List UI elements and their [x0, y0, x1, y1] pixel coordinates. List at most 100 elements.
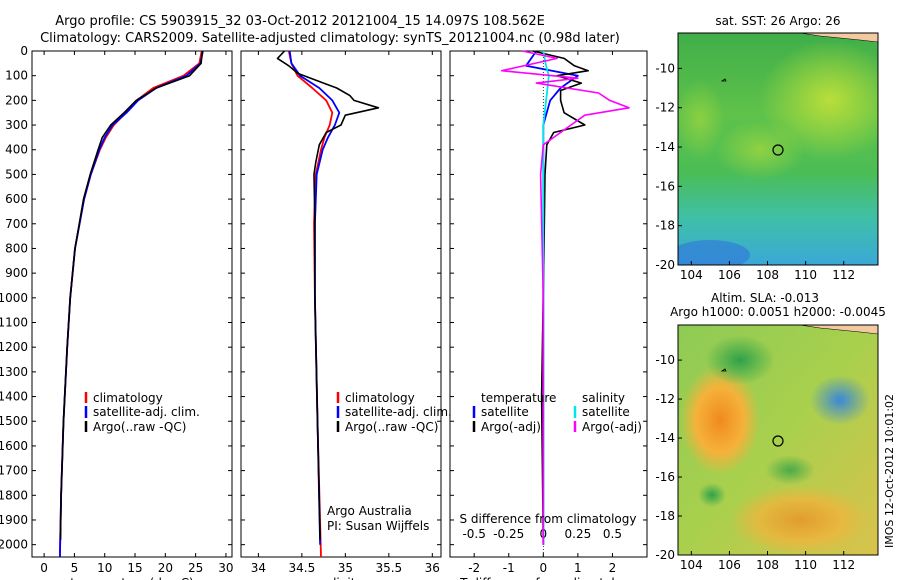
temperature-panel: 0100200300400500600700800900100011001200…	[0, 44, 234, 580]
y-tick-label: 1300	[0, 365, 28, 379]
map-x-tick-label: 112	[832, 558, 855, 572]
sst-warm-patch	[678, 80, 725, 160]
top-x-tick-label: -0.5	[462, 527, 485, 541]
y-tick-label: 100	[5, 69, 28, 83]
y-tick-label: 1500	[0, 414, 28, 428]
x-tick-label: 35.5	[375, 561, 402, 575]
series-line	[532, 50, 590, 545]
y-tick-label: 800	[5, 241, 28, 255]
map-x-tick-label: 104	[680, 558, 703, 572]
coastline-land	[799, 325, 878, 335]
map-x-tick-label: 110	[794, 558, 817, 572]
float-track-mark	[720, 78, 727, 82]
y-tick-label: 700	[5, 217, 28, 231]
legend-title-salinity: salinity	[582, 391, 625, 405]
plot-frame	[449, 50, 648, 558]
top-x-tick-label: 0.25	[565, 527, 592, 541]
difference-legend: temperature satellite Argo(-adj) salinit…	[460, 391, 642, 526]
map-x-tick-label: 108	[756, 558, 779, 572]
top-x-tick-label: 0.5	[603, 527, 622, 541]
salinity-legend: climatology satellite-adj. clim. Argo(..…	[327, 391, 452, 533]
sla-map-frame	[677, 324, 879, 556]
y-tick-label: 1100	[0, 316, 28, 330]
x-tick-label: -2	[468, 561, 480, 575]
annotation-argo-australia: Argo Australia	[327, 504, 412, 518]
map-y-tick-label: -12	[655, 101, 675, 115]
map-x-tick-label: 110	[794, 268, 817, 282]
map-x-tick-label: 104	[680, 268, 703, 282]
map-title-sst: sat. SST: 26 Argo: 26	[715, 14, 840, 28]
legend-label-argo: Argo(..raw -QC)	[93, 420, 186, 434]
y-tick-label: 1600	[0, 439, 28, 453]
y-tick-label: 1900	[0, 513, 28, 527]
x-tick-label: 10	[97, 561, 112, 575]
series-line	[500, 50, 630, 545]
legend-label-satellite: satellite-adj. clim.	[345, 405, 452, 419]
legend-label-climatology: climatology	[345, 391, 415, 405]
x-tick-label: 34	[251, 561, 266, 575]
map-y-tick-label: -12	[655, 392, 675, 406]
plot-frame	[240, 50, 442, 558]
header-line1: Argo profile: CS 5903915_32 03-Oct-2012 …	[55, 14, 545, 29]
x-tick-label: 30	[218, 561, 233, 575]
map-y-tick-label: -20	[655, 548, 675, 562]
x-axis-label: T difference from climatology	[459, 576, 637, 580]
salinity-panel: 34 34.5 35 35.5 36 salinity	[240, 50, 442, 580]
sst-map-frame	[677, 32, 879, 266]
y-tick-label: 300	[5, 118, 28, 132]
y-tick-label: 400	[5, 143, 28, 157]
coastline-land	[799, 33, 878, 43]
map-x-tick-label: 108	[756, 268, 779, 282]
y-tick-label: 600	[5, 192, 28, 206]
x-tick-label: 0	[539, 561, 547, 575]
map-x-tick-label: 112	[832, 268, 855, 282]
map-subtitle-sla: Argo h1000: 0.0051 h2000: -0.0045	[670, 305, 886, 319]
legend-label-climatology: climatology	[93, 391, 163, 405]
sla-low-patch	[705, 335, 775, 385]
map-y-tick-label: -18	[655, 219, 675, 233]
argo-float-marker	[772, 435, 784, 447]
x-axis-label: temperature (deg C)	[70, 576, 193, 580]
sla-low-patch	[765, 455, 815, 485]
x-tick-label: 36	[425, 561, 440, 575]
x-tick-label: -1	[503, 561, 515, 575]
x-axis-label: salinity	[319, 576, 362, 580]
map-y-tick-label: -10	[655, 61, 675, 75]
x-tick-label: 35	[338, 561, 353, 575]
sst-cool-patch	[678, 240, 750, 265]
header-line2: Climatology: CARS2009. Satellite-adjuste…	[40, 31, 620, 46]
argo-float-marker	[772, 144, 784, 156]
top-x-tick-label: -0.25	[493, 527, 524, 541]
legend-label-s-argo: Argo(-adj)	[582, 420, 642, 434]
y-tick-label: 900	[5, 266, 28, 280]
annotation-pi: PI: Susan Wijffels	[327, 519, 429, 533]
map-y-tick-label: -10	[655, 353, 675, 367]
x-tick-label: 0	[40, 561, 48, 575]
legend-label-s-satellite: satellite	[582, 405, 630, 419]
sla-low-patch	[810, 375, 870, 425]
map-x-tick-label: 106	[718, 268, 741, 282]
x-tick-label: 2	[609, 561, 617, 575]
top-axis-label: S difference from climatology	[460, 512, 637, 526]
sst-map: sat. SST: 26 Argo: 26 104 106 108 110 112 -10…	[655, 14, 879, 282]
series-line	[276, 50, 380, 540]
x-tick-label: 15	[127, 561, 142, 575]
y-tick-label: 200	[5, 93, 28, 107]
map-x-tick-label: 106	[718, 558, 741, 572]
y-tick-label: 1200	[0, 340, 28, 354]
imos-timestamp: IMOS 12-Oct-2012 10:01:02	[883, 394, 896, 548]
y-tick-label: 1400	[0, 390, 28, 404]
legend-label-t-satellite: satellite	[481, 405, 529, 419]
map-title-sla: Altim. SLA: -0.013	[711, 291, 819, 305]
map-y-tick-label: -20	[655, 258, 675, 272]
x-tick-label: 25	[188, 561, 203, 575]
legend-label-satellite: satellite-adj. clim.	[93, 405, 200, 419]
y-tick-label: 0	[20, 44, 28, 58]
y-tick-label: 1000	[0, 291, 28, 305]
sst-warm-patch	[715, 120, 805, 180]
sla-high-patch	[730, 485, 870, 555]
y-tick-label: 1800	[0, 488, 28, 502]
y-tick-label: 500	[5, 167, 28, 181]
